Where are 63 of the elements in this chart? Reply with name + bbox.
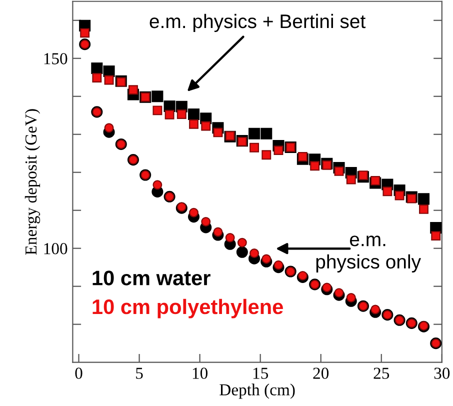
point — [406, 194, 416, 204]
point — [248, 128, 260, 140]
point — [322, 282, 332, 292]
x-tick-label: 30 — [434, 368, 450, 379]
point — [250, 248, 259, 258]
x-tick-label: 5 — [136, 368, 143, 379]
annotation: e.m. physics + Bertini set — [150, 14, 366, 32]
point — [152, 90, 164, 102]
point — [189, 119, 198, 129]
x-tick-label: 20 — [313, 368, 329, 379]
point — [262, 254, 272, 264]
annotation: e.m. physics only — [316, 236, 421, 272]
point — [358, 170, 368, 180]
point — [213, 128, 223, 138]
point — [164, 110, 174, 120]
point — [201, 121, 211, 131]
point — [419, 204, 428, 214]
point — [225, 232, 235, 242]
point — [152, 180, 162, 190]
point — [346, 174, 356, 184]
point — [213, 227, 223, 237]
point — [274, 146, 284, 156]
point — [346, 293, 356, 302]
x-tick-label: 15 — [253, 368, 268, 379]
x-tick-label: 25 — [374, 368, 390, 379]
point — [104, 75, 114, 85]
point — [260, 128, 272, 140]
point — [91, 62, 103, 74]
point — [92, 73, 102, 82]
y-tick-label: 100 — [44, 243, 68, 254]
point — [382, 186, 392, 196]
point — [334, 288, 344, 298]
point — [262, 150, 272, 160]
point — [128, 85, 138, 95]
point — [80, 28, 90, 38]
point — [370, 176, 380, 186]
x-axis-title: Depth (cm) — [220, 384, 295, 399]
point — [237, 238, 247, 248]
point — [322, 160, 332, 170]
y-tick-label: 150 — [44, 53, 68, 64]
point — [274, 260, 284, 270]
series-label: 10 cm polyethylene — [92, 298, 283, 318]
point — [176, 110, 186, 119]
point — [310, 161, 320, 171]
point — [189, 208, 198, 218]
point — [418, 193, 430, 205]
point — [201, 217, 211, 226]
point — [103, 66, 115, 78]
x-tick-label: 10 — [192, 368, 208, 379]
point — [250, 142, 259, 152]
point — [370, 304, 380, 314]
point — [104, 123, 114, 133]
series-label: 10 cm water — [92, 270, 210, 286]
point — [298, 152, 308, 162]
point — [152, 106, 162, 116]
point — [236, 246, 248, 258]
point — [431, 231, 441, 241]
point — [394, 190, 404, 200]
point — [298, 270, 308, 280]
point — [334, 166, 344, 176]
x-tick-label: 0 — [75, 368, 82, 379]
y-axis-title: Energy deposit (GeV) — [24, 109, 40, 255]
point — [188, 108, 200, 120]
